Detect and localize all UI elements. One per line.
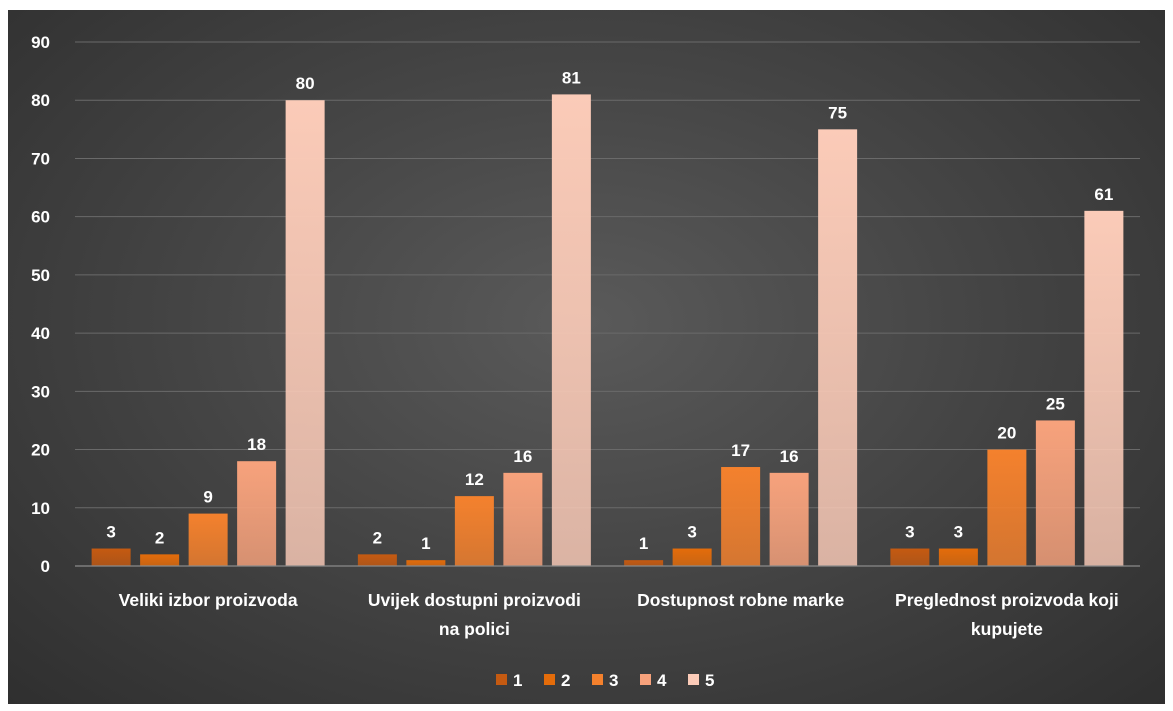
bar [406,560,446,566]
data-label: 3 [954,523,963,542]
data-label: 75 [828,103,847,122]
bar [818,129,858,567]
x-category-label: kupujete [971,619,1043,639]
data-labels: 3 2 9 18 80 2 1 12 16 81 1 3 17 16 75 3 3 20 25 61 [106,68,1113,553]
y-tick-label: 20 [31,441,50,460]
data-label: 25 [1046,394,1065,413]
y-tick-label: 40 [31,324,50,343]
data-label: 20 [997,424,1016,443]
bar [769,472,809,566]
data-label: 17 [731,441,750,460]
y-axis-ticks: 0 10 20 30 40 50 60 70 80 90 [31,33,50,576]
data-label: 2 [155,528,164,547]
data-label: 81 [562,68,581,87]
data-label: 3 [687,523,696,542]
gridlines [75,41,1140,509]
legend-swatch [496,674,507,685]
x-category-label: Veliki izbor proizvoda [119,590,298,610]
legend-label: 2 [561,671,570,690]
bars [91,94,1124,567]
legend-swatch [544,674,555,685]
data-label: 18 [247,435,266,454]
legend-label: 3 [609,671,618,690]
data-label: 16 [513,447,532,466]
legend-label: 4 [657,671,667,690]
bar [672,548,712,566]
y-tick-label: 50 [31,266,50,285]
data-label: 3 [106,523,115,542]
bar [91,548,131,566]
data-label: 3 [905,523,914,542]
bar [140,554,180,566]
bar [938,548,978,566]
y-tick-label: 10 [31,499,50,518]
bar [454,496,494,566]
data-label: 2 [373,528,382,547]
x-category-label: na polici [439,619,510,639]
legend-swatch [592,674,603,685]
legend-swatch [688,674,699,685]
data-label: 1 [639,534,648,553]
legend-label: 1 [513,671,522,690]
y-tick-label: 60 [31,208,50,227]
data-label: 80 [296,74,315,93]
y-tick-label: 30 [31,382,50,401]
data-label: 16 [780,447,799,466]
bar [357,554,397,566]
y-tick-label: 90 [31,33,50,52]
y-tick-label: 70 [31,149,50,168]
data-label: 1 [421,534,430,553]
category-labels: Veliki izbor proizvoda Uvijek dostupni pr… [119,590,1119,639]
x-category-label: Dostupnost robne marke [637,590,844,610]
data-label: 12 [465,470,484,489]
legend-swatch [640,674,651,685]
bar [188,513,228,566]
legend: 1 2 3 4 5 [496,671,714,690]
data-label: 61 [1094,185,1113,204]
bar [503,472,543,566]
x-category-label: Uvijek dostupni proizvodi [368,590,581,610]
legend-label: 5 [705,671,714,690]
bar [1084,210,1124,566]
bar [551,94,591,567]
x-category-label: Preglednost proizvoda koji [895,590,1119,610]
y-tick-label: 80 [31,91,50,110]
bar [285,100,325,566]
bar [237,461,277,566]
bar [1035,420,1075,566]
data-label: 9 [203,488,212,507]
bar [624,560,664,566]
y-tick-label: 0 [41,557,50,576]
bar [987,449,1027,566]
bar [721,467,761,566]
bar [890,548,930,566]
